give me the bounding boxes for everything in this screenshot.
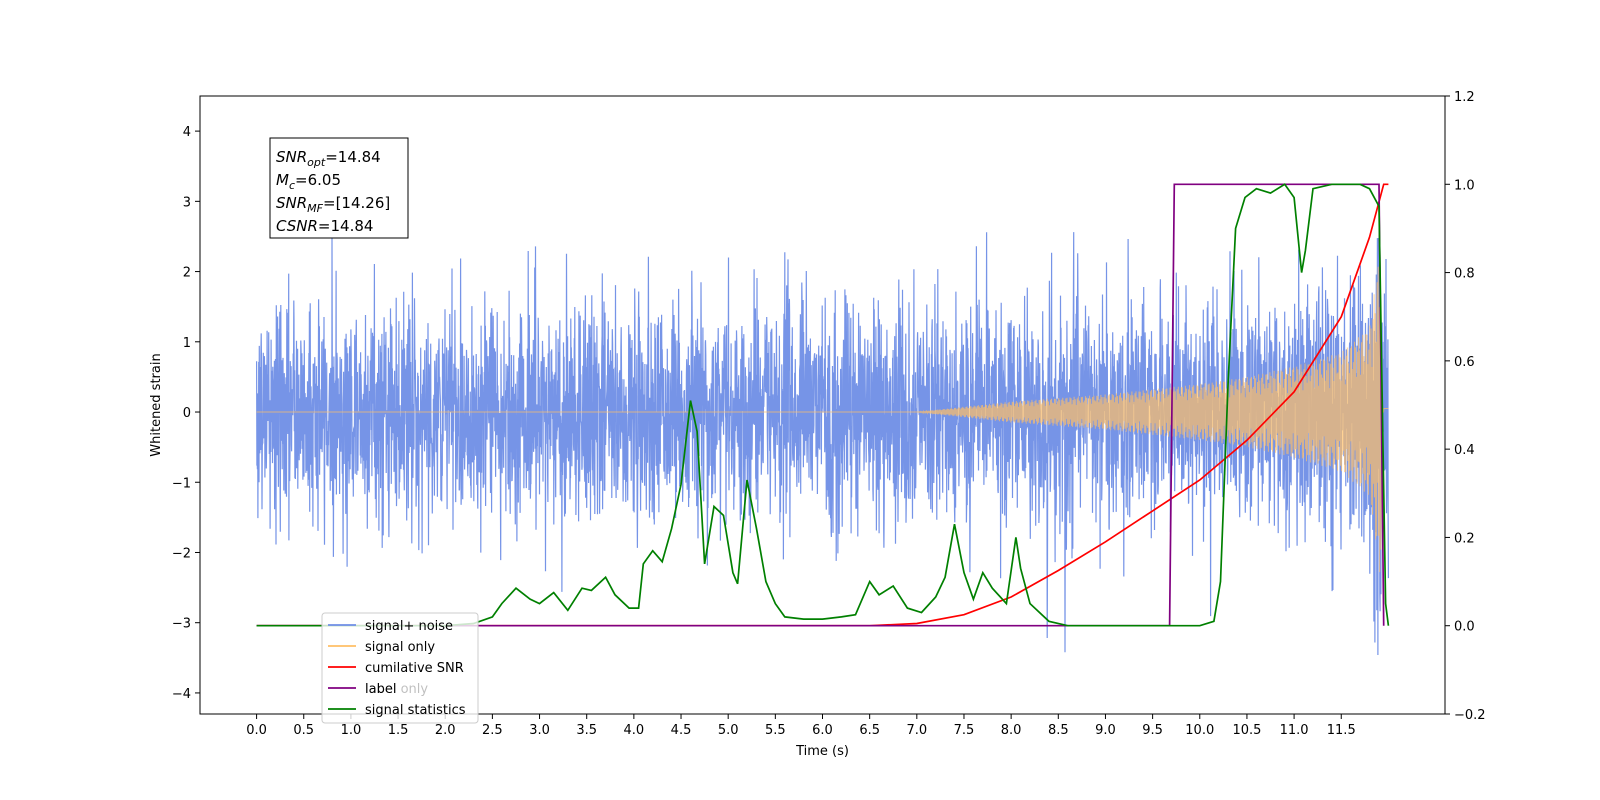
x-tick-label: 8.0 xyxy=(1001,723,1022,738)
annotation-box: SNRopt=14.84Mc=6.05SNRMF=[14.26]CSNR=14.… xyxy=(269,137,409,239)
x-tick-label: 0.0 xyxy=(246,723,267,738)
x-tick-label: 2.0 xyxy=(435,723,456,738)
annotation-subscript: opt xyxy=(307,156,326,169)
legend-label: signal+ noise xyxy=(365,619,453,634)
annotation-base: SNR xyxy=(276,194,307,212)
legend-label: cumilative SNR xyxy=(365,661,464,676)
x-tick-label: 4.5 xyxy=(671,723,692,738)
x-tick-label: 3.5 xyxy=(576,723,597,738)
x-tick-label: 9.0 xyxy=(1095,723,1116,738)
y-left-tick-label: −4 xyxy=(172,687,191,702)
x-tick-label: 0.5 xyxy=(293,723,314,738)
plot-area xyxy=(256,183,1390,656)
x-tick-label: 7.0 xyxy=(906,723,927,738)
series-signal-statistics-line xyxy=(256,183,1390,627)
y-left-tick-label: 3 xyxy=(183,195,191,210)
annotation-line: Mc=6.05 xyxy=(276,171,341,192)
legend-label: signal only xyxy=(365,640,435,655)
legend: signal+ noise signal only cumilative SNR la… xyxy=(321,612,479,724)
annotation-line: SNRopt=14.84 xyxy=(276,148,381,169)
annotation-base: M xyxy=(276,171,289,189)
legend-frame xyxy=(321,612,479,724)
annotation-value: =14.84 xyxy=(318,217,374,235)
x-tick-label: 10.0 xyxy=(1185,723,1214,738)
x-tick-label: 10.5 xyxy=(1232,723,1261,738)
y-right-tick-label: −0.2 xyxy=(1454,708,1486,723)
y-right-tick-label: 0.8 xyxy=(1454,267,1475,282)
x-tick-label: 11.5 xyxy=(1327,723,1356,738)
y-left-tick-label: −1 xyxy=(172,476,191,491)
x-tick-label: 9.5 xyxy=(1142,723,1163,738)
annotation-subscript: MF xyxy=(307,202,323,215)
x-tick-label: 2.5 xyxy=(482,723,503,738)
y-right-tick-label: 0.4 xyxy=(1454,443,1475,458)
annotation-base: SNR xyxy=(276,148,307,166)
x-tick-label: 4.0 xyxy=(624,723,645,738)
x-tick-label: 3.0 xyxy=(529,723,550,738)
y-left-tick-label: −2 xyxy=(172,546,191,561)
y-left-tick-label: 0 xyxy=(183,406,191,421)
y-right-tick-label: 0.2 xyxy=(1454,531,1475,546)
series-signal-noise-line xyxy=(256,232,1389,656)
y-right-tick-label: 0.6 xyxy=(1454,355,1475,370)
x-tick-label: 8.5 xyxy=(1048,723,1069,738)
annotation-line: CSNR=14.84 xyxy=(276,217,373,235)
x-tick-label: 6.0 xyxy=(812,723,833,738)
y-axis-label: Whitened strain xyxy=(149,353,164,456)
series-signal-only-line xyxy=(256,266,1389,573)
annotation-subscript: c xyxy=(289,179,295,192)
x-tick-label: 1.0 xyxy=(341,723,362,738)
x-tick-label: 6.5 xyxy=(859,723,880,738)
x-tick-label: 11.0 xyxy=(1280,723,1309,738)
y-left-tick-label: 2 xyxy=(183,266,191,281)
x-axis-label: Time (s) xyxy=(795,744,849,759)
annotation-value: =6.05 xyxy=(295,171,341,189)
annotation-value: =14.84 xyxy=(325,148,381,166)
series-cumulative-snr-line xyxy=(256,183,1389,627)
annotation-base: CSNR xyxy=(276,217,318,235)
legend-label: label xyxy=(365,682,396,697)
annotation-value: =[14.26] xyxy=(323,194,390,212)
y-right-tick-label: 1.2 xyxy=(1454,90,1475,105)
x-tick-label: 7.5 xyxy=(954,723,975,738)
x-tick-label: 1.5 xyxy=(388,723,409,738)
annotation-frame xyxy=(269,137,409,239)
y-right-tick-label: 0.0 xyxy=(1454,620,1475,635)
y-left-tick-label: 1 xyxy=(183,336,191,351)
y-left-tick-label: −3 xyxy=(172,617,191,632)
legend-label: signal statistics xyxy=(365,703,466,718)
legend-label: label only xyxy=(365,682,428,697)
annotation-line: SNRMF=[14.26] xyxy=(276,194,390,215)
x-tick-label: 5.5 xyxy=(765,723,786,738)
y-left-tick-label: 4 xyxy=(183,125,191,140)
axes: 0.0 0.5 1.0 1.5 2.0 2.5 3.0 3.5 4.0 4.5 5.0 5.5 6.0 6… xyxy=(149,90,1486,759)
y-right-tick-label: 1.0 xyxy=(1454,178,1475,193)
x-tick-label: 5.0 xyxy=(718,723,739,738)
